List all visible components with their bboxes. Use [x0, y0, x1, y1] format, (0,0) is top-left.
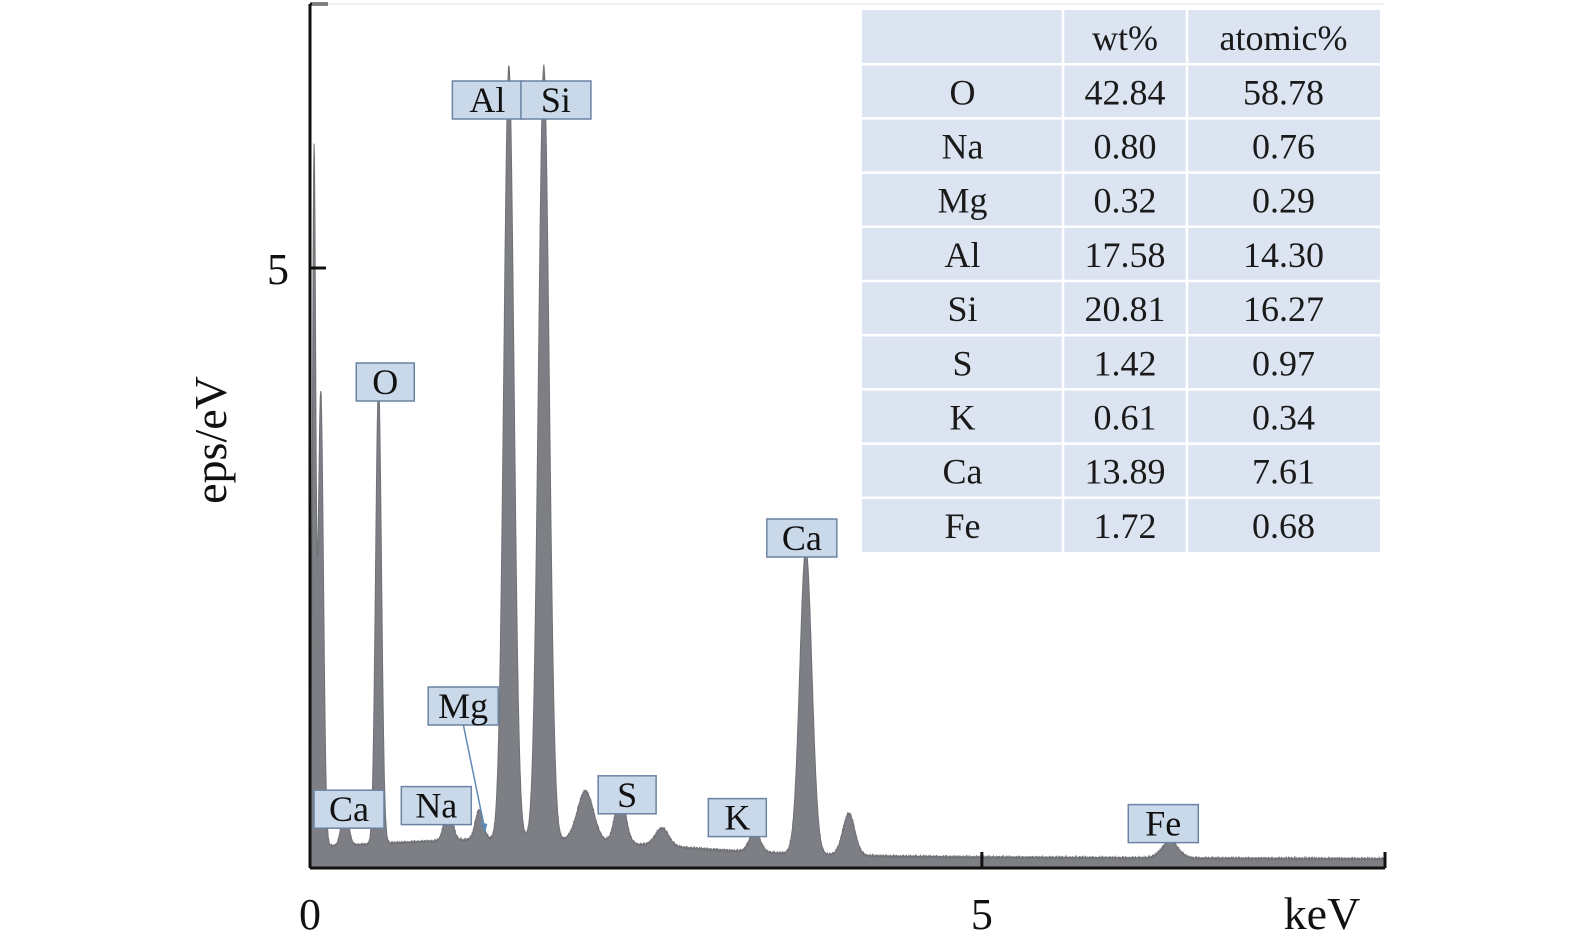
table-cell: 0.32: [1094, 181, 1157, 221]
peak-tag-box: [313, 789, 385, 829]
peak-tag-label: O: [372, 362, 398, 402]
table-cell: 0.29: [1252, 181, 1315, 221]
peak-tag-label: Na: [415, 786, 457, 826]
plot-area: [309, 64, 1386, 869]
peak-tag-ca: Ca: [313, 789, 385, 829]
table-header-cell: wt%: [1092, 18, 1158, 58]
peak-tag-al: Al: [451, 80, 524, 120]
peak-tag-label: Ca: [329, 789, 369, 829]
peak-tag-box: [597, 775, 657, 815]
table-cell: Fe: [945, 506, 981, 546]
peak-tag-ca: Ca: [766, 518, 838, 558]
peak-tag-label: Mg: [438, 686, 488, 726]
peak-tag-box: [766, 518, 838, 558]
table-cell: 17.58: [1085, 235, 1166, 275]
peak-tag-box: [1127, 803, 1200, 844]
table-cell: S: [952, 343, 972, 383]
spectrum-area: [309, 64, 1386, 869]
table-cell: 0.68: [1252, 506, 1315, 546]
y-tick-label: 5: [267, 245, 289, 294]
table-cell: Ca: [943, 452, 983, 492]
peak-tag-na: Na: [400, 785, 473, 826]
table-cell: 14.30: [1243, 235, 1324, 275]
peak-tag-label: K: [724, 798, 750, 838]
peak-tag-label: Fe: [1145, 804, 1181, 844]
table-cell: Mg: [937, 181, 987, 221]
peak-tag-o: O: [355, 362, 415, 402]
table-cell: Na: [942, 127, 984, 167]
peak-tag-mg: Mg: [427, 686, 499, 833]
peak-tag-k: K: [707, 797, 768, 838]
table-cell: 58.78: [1243, 72, 1324, 112]
x-tick-label: 5: [971, 890, 993, 939]
table-cell: 7.61: [1252, 452, 1315, 492]
table-cell: 0.97: [1252, 343, 1315, 383]
tag-pointer-arrowhead: [479, 822, 488, 832]
table-cell: 13.89: [1085, 452, 1166, 492]
table-cell: 0.80: [1094, 127, 1157, 167]
peak-tag-fe: Fe: [1127, 803, 1200, 844]
peak-tag-box: [520, 80, 592, 120]
table-cell: Si: [947, 289, 977, 329]
peak-tag-box: [427, 686, 499, 726]
tag-pointer: [462, 723, 487, 833]
composition-table: wt% atomic% O 42.84 58.78 Na 0.80 0.76 Mg 0.32 0.2…: [862, 10, 1380, 552]
table-cell: 0.76: [1252, 127, 1315, 167]
axes: 0 5 5: [267, 2, 1387, 939]
peak-tag-label: Si: [541, 80, 571, 120]
x-axis-title: keV: [1284, 888, 1361, 939]
table-cell: K: [950, 398, 976, 438]
peak-tag-box: [400, 785, 473, 826]
peak-tag-box: [355, 362, 415, 402]
peak-tag-label: S: [617, 775, 637, 815]
table-cell: 0.61: [1094, 398, 1157, 438]
table-cell: 20.81: [1085, 289, 1166, 329]
peak-tag-label: Al: [469, 80, 505, 120]
table-cell: 42.84: [1085, 72, 1166, 112]
table-cell: 16.27: [1243, 289, 1324, 329]
table-header-cell: atomic%: [1220, 18, 1348, 58]
table-cell: Al: [945, 235, 981, 275]
peak-tag-si: Si: [520, 80, 592, 120]
y-axis-title: eps/eV: [185, 376, 236, 504]
peak-tag-s: S: [597, 775, 657, 815]
table-cell: O: [950, 72, 976, 112]
table-cell: 1.42: [1094, 343, 1157, 383]
peak-tag-box: [707, 797, 768, 838]
table-cell: 0.34: [1252, 398, 1315, 438]
table-cell: 1.72: [1094, 506, 1157, 546]
x-tick-label: 0: [299, 890, 321, 939]
peak-tag-label: Ca: [782, 518, 822, 558]
